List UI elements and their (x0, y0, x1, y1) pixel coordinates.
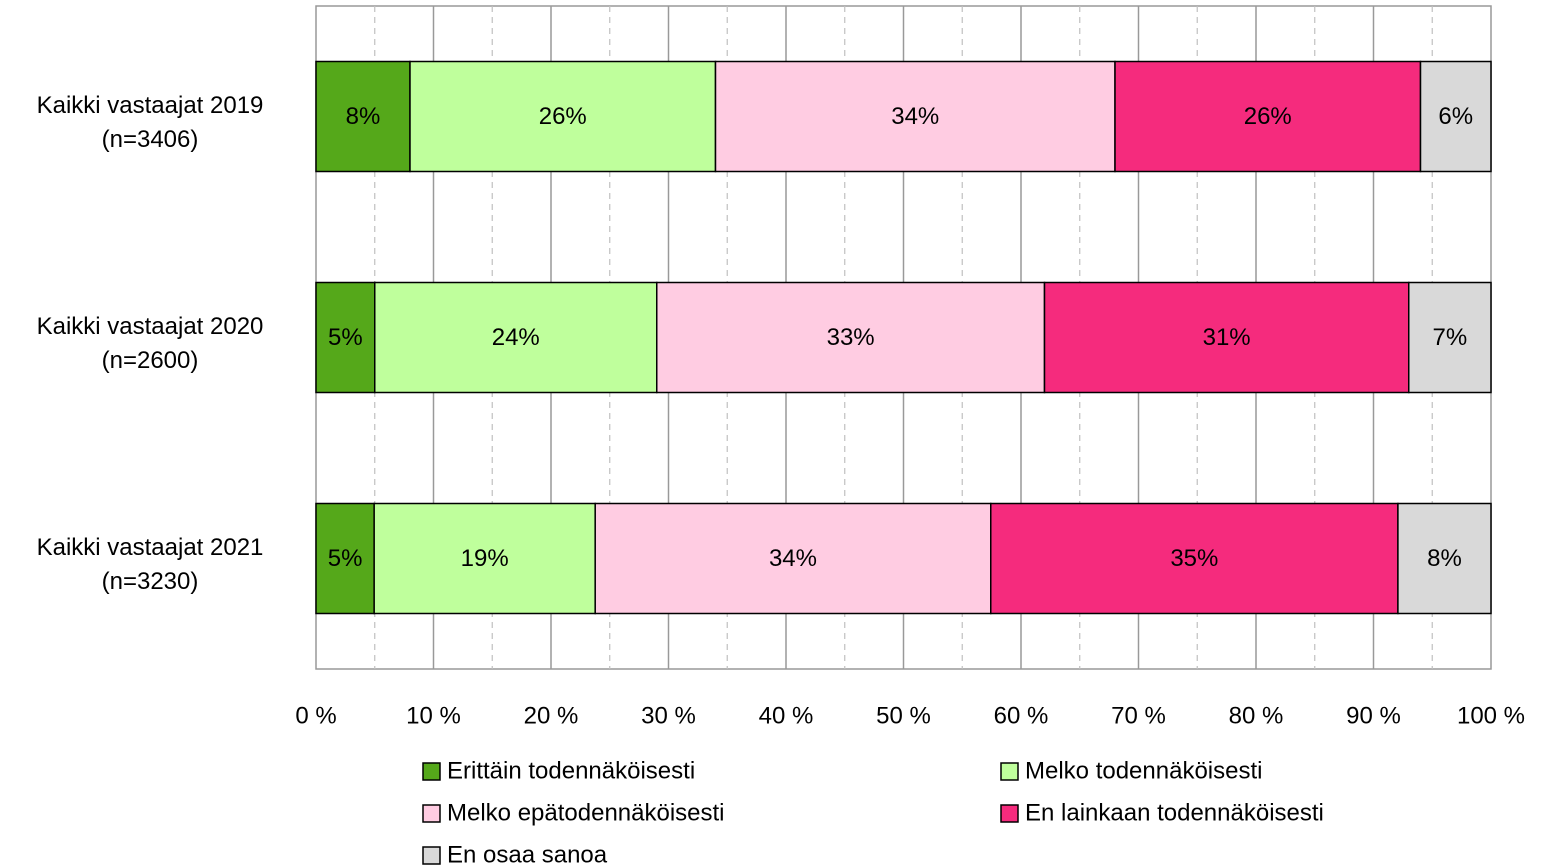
data-label: 34% (891, 103, 939, 130)
category-sample-size: (n=3406) (102, 126, 199, 153)
legend-label: En osaa sanoa (447, 842, 608, 868)
category-label: Kaikki vastaajat 2020 (37, 313, 264, 340)
legend-label: En lainkaan todennäköisesti (1025, 800, 1324, 827)
data-label: 35% (1170, 545, 1218, 572)
legend-label: Melko epätodennäköisesti (447, 800, 725, 827)
x-tick-label: 80 % (1229, 703, 1284, 730)
legend-swatch (422, 804, 441, 823)
x-tick-label: 50 % (876, 703, 931, 730)
bar-segment (1397, 502, 1492, 615)
data-label: 33% (827, 324, 875, 351)
bar-segment (1419, 60, 1492, 173)
data-label: 34% (769, 545, 817, 572)
bars: 8% 26% 34% 26% 6% 5% 24% 33% 31% 7% 5% 19% 34% 35% 8% (315, 60, 1492, 615)
bar-segment (714, 60, 1116, 173)
x-tick-label: 10 % (406, 703, 461, 730)
data-label: 24% (492, 324, 540, 351)
bar-segment (1114, 60, 1422, 173)
bar-segment (656, 281, 1046, 394)
legend-swatch (1000, 762, 1019, 781)
data-label: 26% (1244, 103, 1292, 130)
legend-swatch (1000, 804, 1019, 823)
x-tick-label: 70 % (1111, 703, 1166, 730)
category-label: Kaikki vastaajat 2021 (37, 534, 264, 561)
x-axis-tick-labels: 0 % 10 % 20 % 30 % 40 % 50 % 60 % 70 % 80 % 90 % 1… (295, 703, 1525, 730)
bar-segment (374, 281, 658, 394)
data-label: 19% (461, 545, 509, 572)
x-tick-label: 0 % (295, 703, 336, 730)
x-tick-label: 90 % (1346, 703, 1401, 730)
data-label: 8% (346, 103, 381, 130)
data-label: 8% (1427, 545, 1462, 572)
bar-segment (594, 502, 992, 615)
data-label: 5% (328, 324, 363, 351)
category-labels: Kaikki vastaajat 2019 (n=3406) Kaikki vast… (37, 92, 264, 595)
data-label: 7% (1433, 324, 1468, 351)
x-tick-label: 40 % (759, 703, 814, 730)
legend: Erittäin todennäköisesti Melko todennäköi… (422, 758, 1324, 868)
category-label: Kaikki vastaajat 2019 (37, 92, 264, 119)
bar-segment (1043, 281, 1410, 394)
bar-segment (315, 281, 376, 394)
bar-segment (1408, 281, 1492, 394)
data-label: 26% (539, 103, 587, 130)
legend-label: Melko todennäköisesti (1025, 758, 1262, 785)
x-tick-label: 100 % (1457, 703, 1525, 730)
category-sample-size: (n=3230) (102, 568, 199, 595)
data-label: 6% (1438, 103, 1473, 130)
legend-swatch (422, 846, 441, 865)
x-tick-label: 20 % (524, 703, 579, 730)
bar-segment (315, 60, 411, 173)
bar-segment (409, 60, 717, 173)
category-sample-size: (n=2600) (102, 347, 199, 374)
data-label: 31% (1203, 324, 1251, 351)
data-label: 5% (328, 545, 363, 572)
x-tick-label: 30 % (641, 703, 696, 730)
legend-label: Erittäin todennäköisesti (447, 758, 695, 785)
x-tick-label: 60 % (994, 703, 1049, 730)
legend-swatch (422, 762, 441, 781)
bar-segment (990, 502, 1399, 615)
